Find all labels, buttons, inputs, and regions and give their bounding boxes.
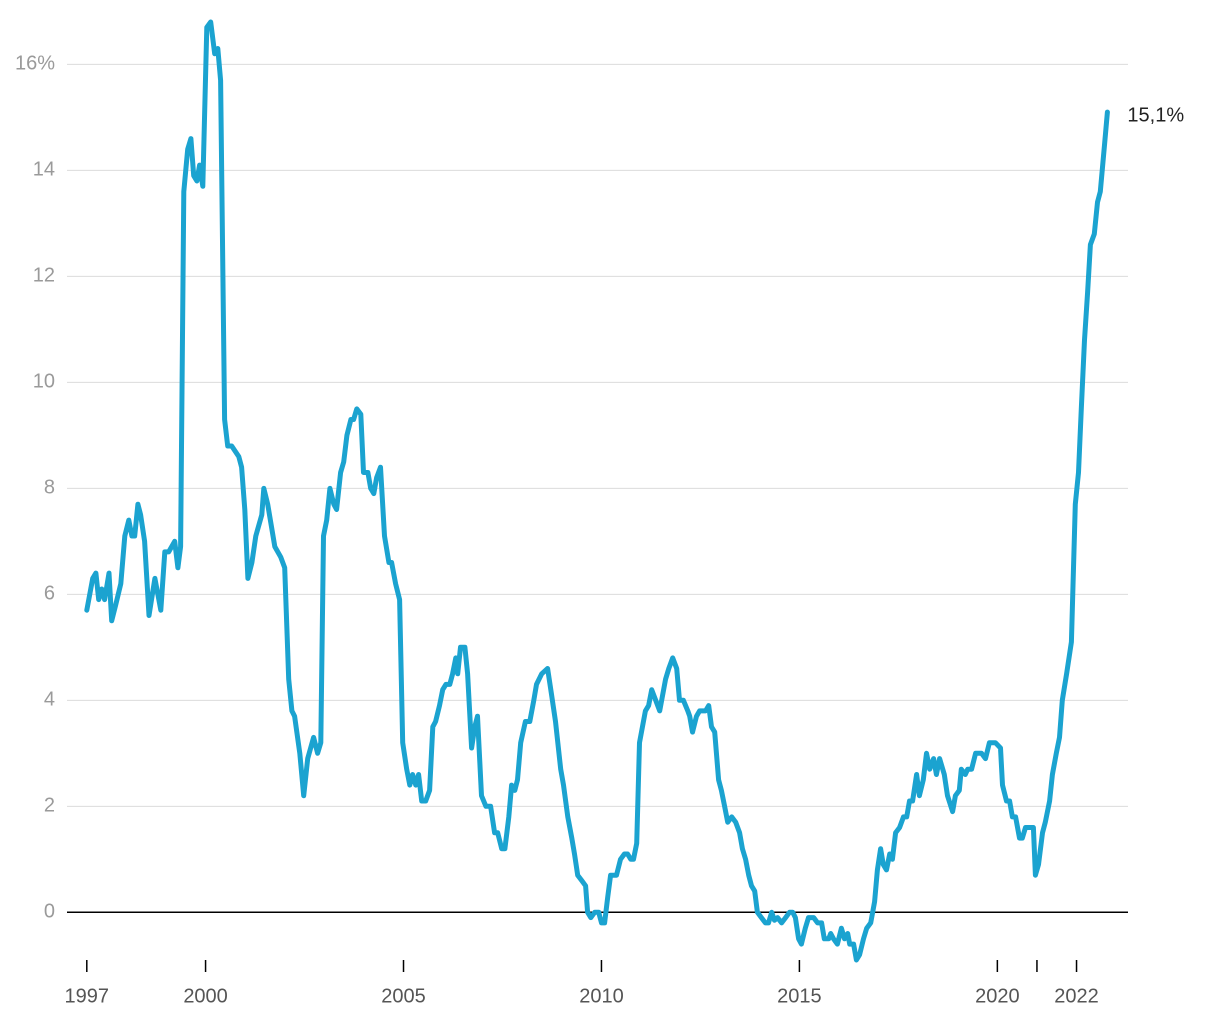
y-tick-label: 2 bbox=[44, 795, 55, 817]
x-tick-label: 2005 bbox=[381, 985, 426, 1007]
end-label: 15,1% bbox=[1127, 104, 1184, 126]
y-tick-label: 0 bbox=[44, 901, 55, 923]
x-tick-label: 1997 bbox=[65, 985, 110, 1007]
y-tick-label: 6 bbox=[44, 583, 55, 605]
x-tick-label: 2010 bbox=[579, 985, 624, 1007]
y-tick-label: 14 bbox=[33, 159, 55, 181]
y-tick-label: 16% bbox=[15, 53, 55, 75]
y-tick-label: 10 bbox=[33, 371, 55, 393]
y-tick-label: 12 bbox=[33, 265, 55, 287]
x-tick-label: 2000 bbox=[183, 985, 228, 1007]
series-line bbox=[84, 19, 1110, 963]
y-tick-label: 4 bbox=[44, 689, 55, 711]
x-tick-label: 2015 bbox=[777, 985, 822, 1007]
x-tick-label: 2020 bbox=[975, 985, 1020, 1007]
x-tick-label: 2022 bbox=[1054, 985, 1099, 1007]
y-tick-label: 8 bbox=[44, 477, 55, 499]
